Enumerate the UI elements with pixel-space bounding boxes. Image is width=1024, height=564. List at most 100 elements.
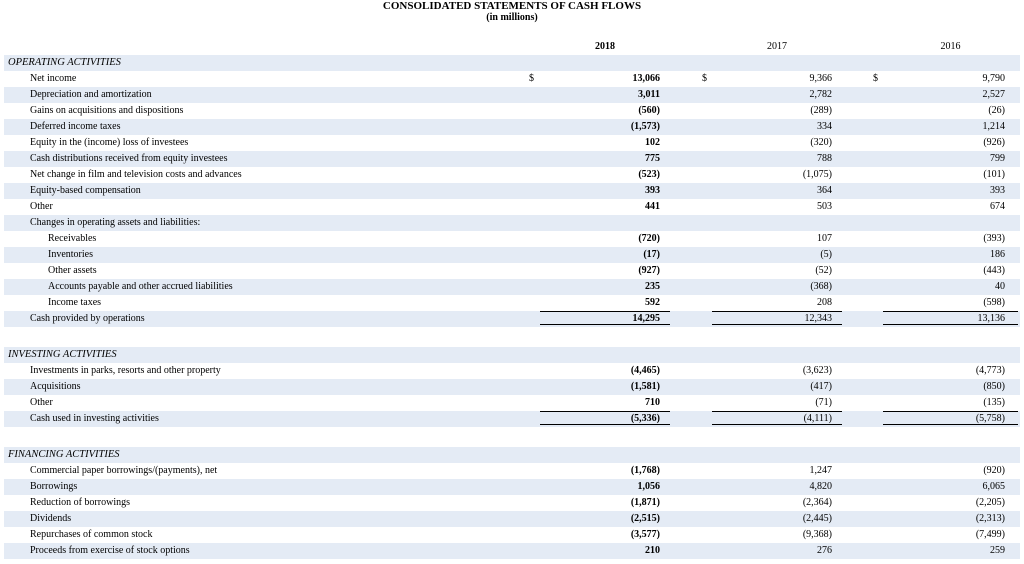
table-row: Depreciation and amortization 3,011 2,782 2…	[4, 87, 1020, 103]
row-label: Deferred income taxes	[30, 121, 121, 132]
table-row: Cash distributions received from equity …	[4, 151, 1020, 167]
cell-value: (523)	[638, 169, 660, 180]
cell-value: 788	[817, 153, 832, 164]
cell-value: (1,075)	[802, 169, 832, 180]
cell-value: 276	[817, 545, 832, 556]
cell-value: 107	[817, 233, 832, 244]
cell-value: (2,515)	[630, 513, 660, 524]
table-row: Other 441 503 674	[4, 199, 1020, 215]
cell-value: (2,364)	[802, 497, 832, 508]
cell-value: (926)	[983, 137, 1005, 148]
column-header: 2017	[767, 41, 787, 52]
cell-value: 674	[990, 201, 1005, 212]
table-row: Cash used in investing activities (5,336)…	[4, 411, 1020, 427]
cell-value: (920)	[983, 465, 1005, 476]
cell-value: (1,768)	[630, 465, 660, 476]
row-label: Proceeds from exercise of stock options	[30, 545, 190, 556]
cell-value: (4,773)	[975, 365, 1005, 376]
row-label: Income taxes	[48, 297, 102, 308]
cell-value: 259	[990, 545, 1005, 556]
cell-value: (3,623)	[802, 365, 832, 376]
cell-value: (4,111)	[712, 411, 842, 425]
cell-value: (4,465)	[630, 365, 660, 376]
row-label: Net income	[30, 73, 77, 84]
cell-value: 503	[817, 201, 832, 212]
row-label: Borrowings	[30, 481, 78, 492]
row-label: Repurchases of common stock	[30, 529, 153, 540]
table-row: Income taxes 592 208 (598)	[4, 295, 1020, 311]
cell-value: (560)	[638, 105, 660, 116]
table-row: Proceeds from exercise of stock options 2…	[4, 543, 1020, 559]
cell-value: 1,056	[637, 481, 661, 492]
cell-value: (9,368)	[802, 529, 832, 540]
table-row: Accounts payable and other accrued liabi…	[4, 279, 1020, 295]
cell-value: 393	[990, 185, 1005, 196]
row-label: Dividends	[30, 513, 72, 524]
cell-value: (5,758)	[883, 411, 1018, 425]
cell-value: 12,343	[712, 311, 842, 325]
row-label: Receivables	[48, 233, 97, 244]
cell-value: 441	[645, 201, 660, 212]
cell-value: 40	[995, 281, 1005, 292]
cell-value: (135)	[983, 397, 1005, 408]
cell-value: 208	[817, 297, 832, 308]
table-row: Reduction of borrowings (1,871) (2,364) (2,…	[4, 495, 1020, 511]
cell-value: 235	[645, 281, 660, 292]
table-row: Dividends (2,515) (2,445) (2,313)	[4, 511, 1020, 527]
currency-symbol: $	[702, 73, 707, 84]
cell-value: (71)	[815, 397, 832, 408]
row-label: Acquisitions	[30, 381, 81, 392]
table-row: Deferred income taxes (1,573) 334 1,214	[4, 119, 1020, 135]
table-row: FINANCING ACTIVITIES	[4, 447, 1020, 463]
cell-value: (5)	[820, 249, 832, 260]
cell-value: (927)	[638, 265, 660, 276]
table-row: Net income $13,066 $9,366 $9,790	[4, 71, 1020, 87]
cell-value: 334	[817, 121, 832, 132]
row-label: Depreciation and amortization	[30, 89, 152, 100]
table-row: Equity-based compensation 393 364 393	[4, 183, 1020, 199]
cell-value: (2,313)	[975, 513, 1005, 524]
cell-value: (17)	[643, 249, 660, 260]
column-header: 2018	[595, 41, 615, 52]
table-row: Equity in the (income) loss of investees…	[4, 135, 1020, 151]
table-row: Commercial paper borrowings/(payments), …	[4, 463, 1020, 479]
row-label: Equity-based compensation	[30, 185, 141, 196]
currency-symbol: $	[529, 73, 534, 84]
row-label: Accounts payable and other accrued liabi…	[48, 281, 233, 292]
cell-value: 210	[645, 545, 660, 556]
cell-value: (1,581)	[630, 381, 660, 392]
cell-value: (598)	[983, 297, 1005, 308]
table-row: Borrowings 1,056 4,820 6,065	[4, 479, 1020, 495]
cell-value: 2,527	[982, 89, 1006, 100]
cell-value: 6,065	[982, 481, 1006, 492]
cell-value: (7,499)	[975, 529, 1005, 540]
table-row: Net change in film and television costs …	[4, 167, 1020, 183]
row-label: Cash used in investing activities	[30, 413, 159, 424]
column-header: 2016	[940, 41, 961, 52]
cell-value: 14,295	[540, 311, 670, 325]
row-label: Changes in operating assets and liabilit…	[30, 217, 201, 228]
cell-value: 710	[645, 397, 660, 408]
table-row: INVESTING ACTIVITIES	[4, 347, 1020, 363]
cell-value: (52)	[815, 265, 832, 276]
cell-value: (2,445)	[802, 513, 832, 524]
cell-value: 13,136	[883, 311, 1018, 325]
cell-value: (5,336)	[540, 411, 670, 425]
row-label: Cash provided by operations	[30, 313, 145, 324]
cell-value: (720)	[638, 233, 660, 244]
table-row: Cash provided by operations 14,295 12,343 1…	[4, 311, 1020, 327]
row-label: Reduction of borrowings	[30, 497, 130, 508]
cell-value: 592	[645, 297, 660, 308]
cell-value: (26)	[988, 105, 1005, 116]
section-title: FINANCING ACTIVITIES	[8, 449, 120, 460]
row-label: Net change in film and television costs …	[30, 169, 242, 180]
cell-value: (393)	[983, 233, 1005, 244]
cell-value: 13,066	[632, 73, 661, 84]
table-row: OPERATING ACTIVITIES	[4, 55, 1020, 71]
cell-value: 393	[645, 185, 660, 196]
cell-value: 2,782	[809, 89, 833, 100]
statement-subtitle: (in millions)	[486, 12, 538, 23]
cell-value: (2,205)	[975, 497, 1005, 508]
cell-value: (443)	[983, 265, 1005, 276]
